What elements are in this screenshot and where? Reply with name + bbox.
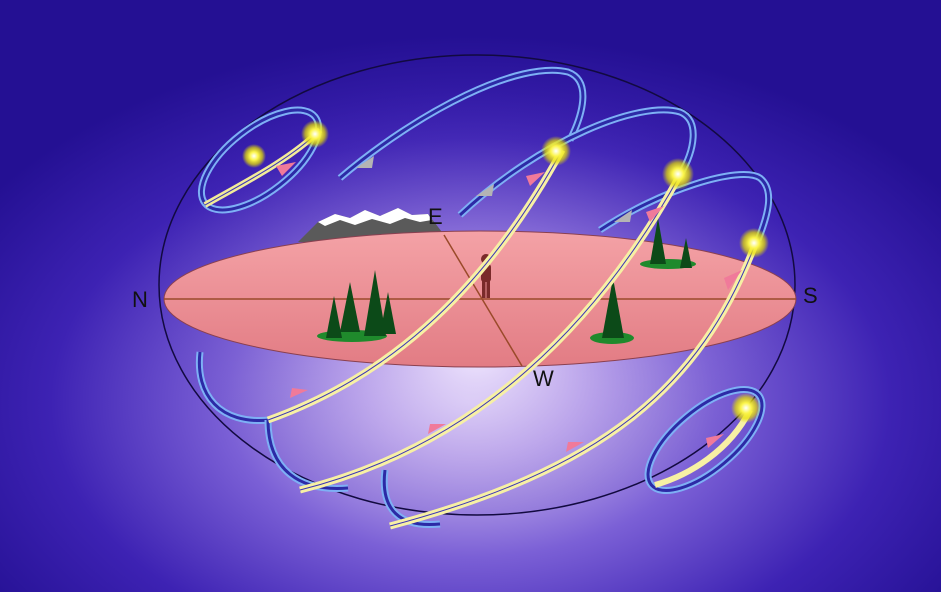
sun-icon — [541, 136, 571, 166]
sun-path-south-outline — [389, 241, 757, 527]
sun-path-winter — [654, 408, 753, 488]
suns — [242, 120, 769, 423]
direction-arrow-icon — [614, 210, 632, 222]
sun-icon — [739, 228, 769, 258]
label-east: E — [428, 204, 443, 229]
tree-group-north — [317, 270, 396, 342]
label-west: W — [533, 366, 554, 391]
direction-arrow-icon — [428, 424, 446, 434]
tree-group-far — [640, 218, 696, 269]
tree-icon — [380, 292, 396, 334]
tree-icon — [602, 278, 624, 338]
sun-paths-upper-arcs — [337, 66, 773, 242]
sun-path-north-hidden — [195, 351, 271, 425]
tree-group-south — [590, 278, 634, 344]
sun-icon — [731, 393, 761, 423]
tree-icon — [680, 238, 692, 268]
sun-path-mid-outline — [299, 174, 681, 491]
sun-icon — [301, 120, 329, 148]
direction-arrow-icon — [724, 270, 742, 290]
direction-arrow-icon — [646, 206, 664, 222]
tree-icon — [326, 296, 342, 338]
sun-icon — [662, 158, 694, 190]
direction-arrow-icon — [276, 162, 296, 176]
east-west-line — [443, 234, 523, 367]
label-north: N — [132, 287, 148, 312]
direction-arrow-icon — [566, 442, 584, 452]
direction-arrow-icon — [356, 156, 374, 168]
sun-icon — [242, 144, 266, 168]
direction-arrow-icon — [526, 172, 545, 186]
sun-path-equinox-outline — [267, 149, 563, 421]
direction-arrow-icon — [290, 388, 308, 398]
tree-icon — [364, 270, 386, 336]
direction-arrows — [276, 156, 742, 452]
direction-arrow-icon — [706, 434, 724, 448]
direction-arrow-icon — [476, 184, 494, 196]
sun-path-south-hidden — [380, 469, 441, 529]
label-south: S — [803, 283, 818, 308]
tree-icon — [650, 218, 666, 264]
sun-path-winter-circle — [644, 385, 766, 495]
sun-paths-hidden — [195, 106, 766, 529]
tree-icon — [340, 282, 360, 332]
sun-path-equinox-hidden — [264, 419, 349, 492]
